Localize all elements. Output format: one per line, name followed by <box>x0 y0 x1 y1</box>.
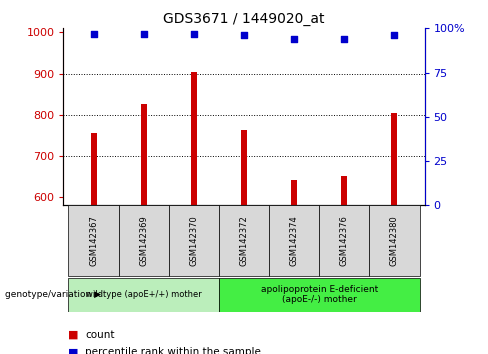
Point <box>240 33 248 38</box>
Bar <box>341 176 347 354</box>
Bar <box>91 133 97 354</box>
Bar <box>141 104 147 354</box>
Point <box>341 36 348 42</box>
Bar <box>68 278 219 312</box>
Bar <box>219 205 269 276</box>
Bar <box>269 205 319 276</box>
Point <box>290 36 298 42</box>
Bar <box>291 180 297 354</box>
Text: GSM142376: GSM142376 <box>340 215 349 266</box>
Bar <box>391 113 398 354</box>
Bar <box>169 205 219 276</box>
Text: ■: ■ <box>68 347 79 354</box>
Bar <box>219 278 420 312</box>
Text: ■: ■ <box>68 330 79 339</box>
Bar <box>191 72 197 354</box>
Title: GDS3671 / 1449020_at: GDS3671 / 1449020_at <box>163 12 325 26</box>
Bar <box>319 205 369 276</box>
Text: genotype/variation ▶: genotype/variation ▶ <box>5 290 101 299</box>
Text: percentile rank within the sample: percentile rank within the sample <box>85 347 261 354</box>
Bar <box>241 130 247 354</box>
Point <box>90 31 98 36</box>
Bar <box>369 205 420 276</box>
Text: GSM142372: GSM142372 <box>240 215 248 266</box>
Bar <box>119 205 169 276</box>
Point <box>390 33 398 38</box>
Point <box>190 31 198 36</box>
Text: count: count <box>85 330 115 339</box>
Text: GSM142380: GSM142380 <box>390 215 399 266</box>
Text: GSM142370: GSM142370 <box>189 215 198 266</box>
Text: GSM142374: GSM142374 <box>290 215 299 266</box>
Bar <box>68 205 119 276</box>
Text: wildtype (apoE+/+) mother: wildtype (apoE+/+) mother <box>86 290 202 299</box>
Point <box>140 31 147 36</box>
Text: GSM142369: GSM142369 <box>139 215 148 266</box>
Text: GSM142367: GSM142367 <box>89 215 98 266</box>
Text: apolipoprotein E-deficient
(apoE-/-) mother: apolipoprotein E-deficient (apoE-/-) mot… <box>261 285 378 304</box>
